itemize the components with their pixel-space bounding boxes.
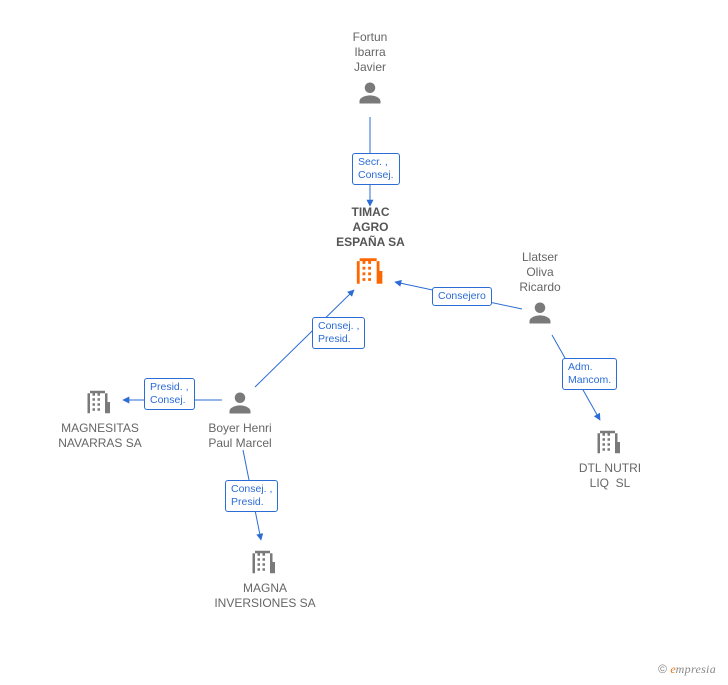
node-fortun[interactable]: Fortun Ibarra Javier xyxy=(335,30,405,107)
node-dtl[interactable]: DTL NUTRI LIQ SL xyxy=(568,423,652,491)
node-label: MAGNESITAS NAVARRAS SA xyxy=(50,421,150,451)
building-icon xyxy=(595,427,625,457)
node-boyer[interactable]: Boyer Henri Paul Marcel xyxy=(200,385,280,451)
brand-rest: mpresia xyxy=(676,662,716,676)
building-icon xyxy=(85,387,115,417)
person-icon xyxy=(526,299,554,327)
node-label: MAGNA INVERSIONES SA xyxy=(205,581,325,611)
edge-label: Consejero xyxy=(432,287,492,306)
edge-label: Consej. , Presid. xyxy=(225,480,278,512)
node-label: TIMAC AGRO ESPAÑA SA xyxy=(328,205,413,250)
edge-label: Secr. , Consej. xyxy=(352,153,400,185)
node-label: DTL NUTRI LIQ SL xyxy=(568,461,652,491)
footer-credit: © empresia xyxy=(658,662,716,677)
node-magna[interactable]: MAGNA INVERSIONES SA xyxy=(205,543,325,611)
node-label: Llatser Oliva Ricardo xyxy=(507,250,573,295)
node-label: Fortun Ibarra Javier xyxy=(335,30,405,75)
person-icon xyxy=(226,389,254,417)
edge-label: Presid. , Consej. xyxy=(144,378,195,410)
diagram-stage: Fortun Ibarra Javier TIMAC AGRO ESPAÑA S… xyxy=(0,0,728,685)
node-timac[interactable]: TIMAC AGRO ESPAÑA SA xyxy=(328,205,413,288)
edge-label: Consej. , Presid. xyxy=(312,317,365,349)
building-icon xyxy=(250,547,280,577)
copyright-symbol: © xyxy=(658,662,667,676)
node-llatser[interactable]: Llatser Oliva Ricardo xyxy=(507,250,573,327)
building-icon xyxy=(354,254,388,288)
person-icon xyxy=(356,79,384,107)
node-magnesitas[interactable]: MAGNESITAS NAVARRAS SA xyxy=(50,383,150,451)
edge-label: Adm. Mancom. xyxy=(562,358,617,390)
node-label: Boyer Henri Paul Marcel xyxy=(200,421,280,451)
